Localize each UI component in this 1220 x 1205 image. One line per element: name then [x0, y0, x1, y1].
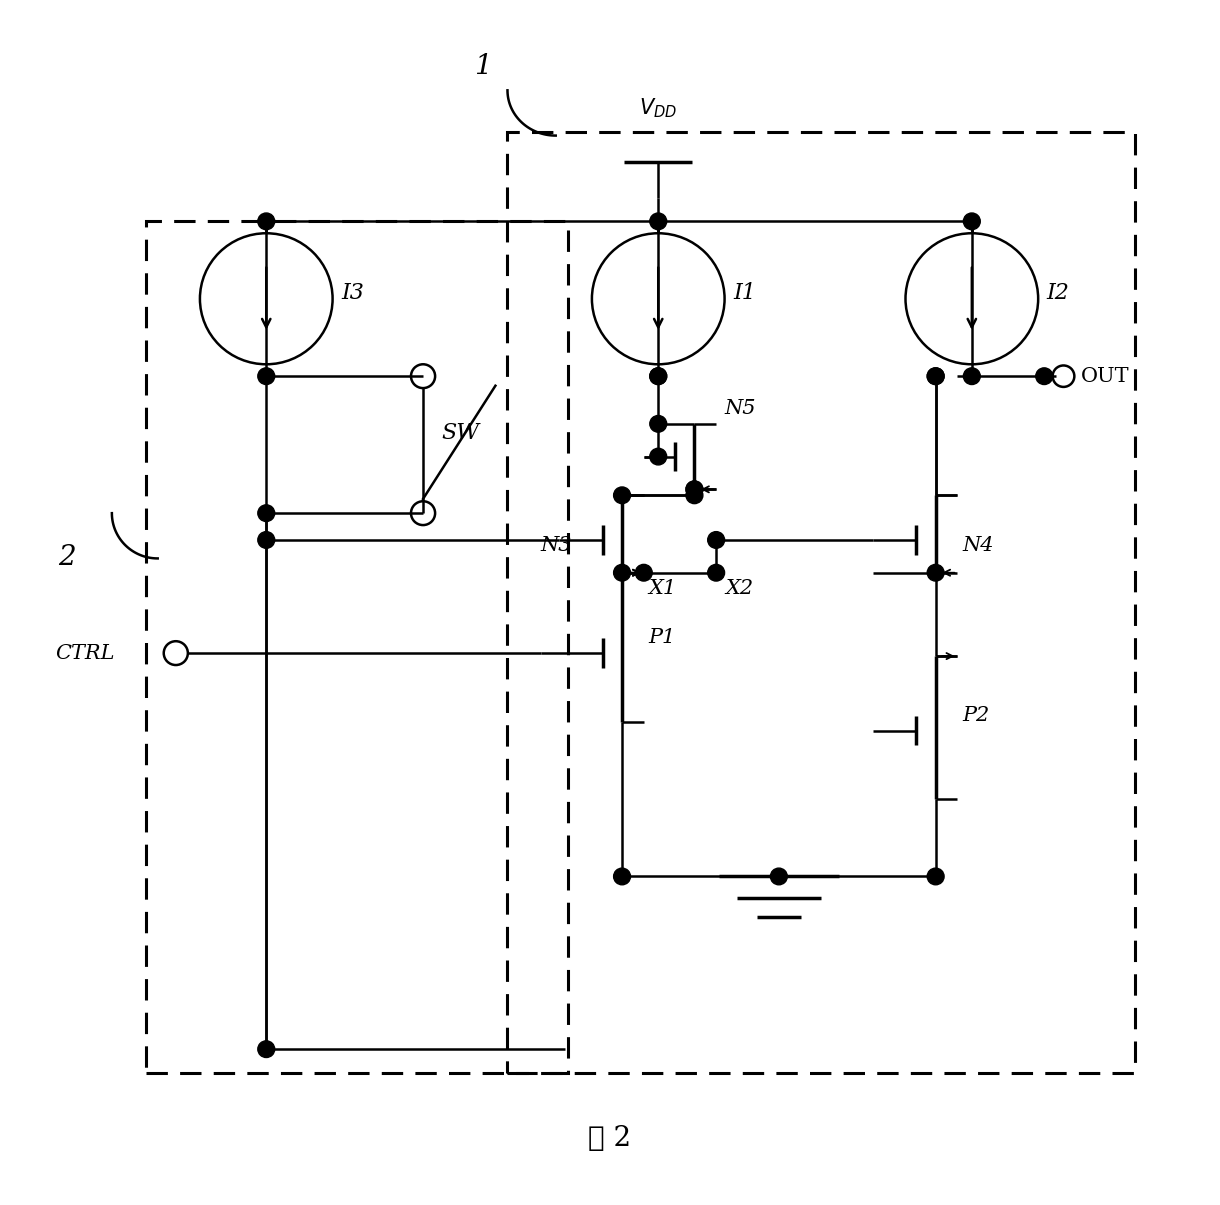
- Circle shape: [686, 481, 703, 498]
- Text: 2: 2: [59, 543, 76, 571]
- Text: P1: P1: [649, 628, 676, 647]
- Text: X2: X2: [726, 578, 754, 598]
- Circle shape: [650, 368, 666, 384]
- Circle shape: [686, 487, 703, 504]
- Circle shape: [257, 531, 275, 548]
- Circle shape: [1036, 368, 1053, 384]
- Circle shape: [927, 868, 944, 884]
- Circle shape: [257, 213, 275, 230]
- Bar: [145, 222, 567, 1072]
- Text: 1: 1: [475, 53, 492, 80]
- Circle shape: [257, 1041, 275, 1058]
- Circle shape: [614, 868, 631, 884]
- Bar: [508, 133, 1135, 1072]
- Circle shape: [636, 564, 653, 581]
- Circle shape: [650, 368, 666, 384]
- Circle shape: [927, 368, 944, 384]
- Text: P2: P2: [963, 706, 989, 724]
- Text: I1: I1: [733, 282, 756, 304]
- Circle shape: [686, 481, 703, 498]
- Circle shape: [257, 505, 275, 522]
- Circle shape: [614, 564, 631, 581]
- Text: N5: N5: [725, 399, 756, 418]
- Text: OUT: OUT: [1081, 366, 1128, 386]
- Circle shape: [650, 213, 666, 230]
- Circle shape: [927, 368, 944, 384]
- Circle shape: [708, 531, 725, 548]
- Circle shape: [964, 213, 981, 230]
- Text: I3: I3: [342, 282, 364, 304]
- Circle shape: [614, 487, 631, 504]
- Circle shape: [650, 448, 666, 465]
- Circle shape: [650, 416, 666, 433]
- Text: SW: SW: [442, 422, 479, 443]
- Text: $V_{DD}$: $V_{DD}$: [639, 96, 677, 121]
- Text: I2: I2: [1047, 282, 1070, 304]
- Text: 图 2: 图 2: [588, 1125, 632, 1152]
- Circle shape: [257, 368, 275, 384]
- Text: CTRL: CTRL: [55, 643, 115, 663]
- Circle shape: [964, 368, 981, 384]
- Text: X1: X1: [649, 578, 677, 598]
- Circle shape: [927, 564, 944, 581]
- Circle shape: [770, 868, 787, 884]
- Circle shape: [708, 564, 725, 581]
- Text: N4: N4: [963, 536, 993, 556]
- Text: N3: N3: [540, 536, 571, 556]
